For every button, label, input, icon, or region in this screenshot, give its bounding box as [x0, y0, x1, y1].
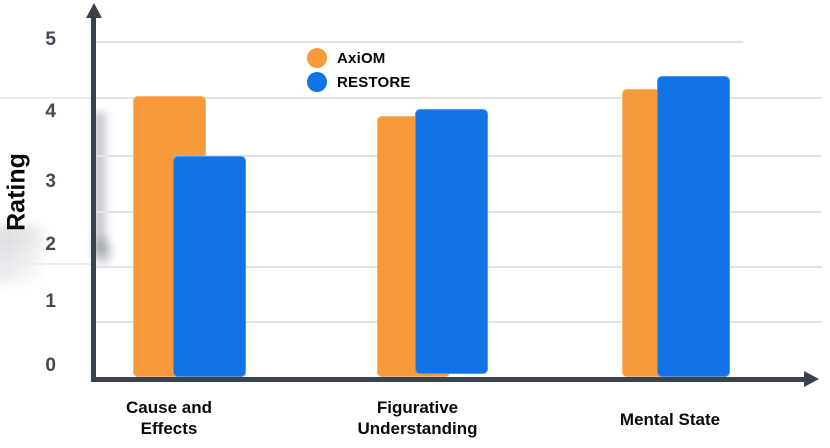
gridline-left-segment-0: [0, 97, 91, 99]
legend-item-restore: RESTORE: [307, 70, 411, 94]
legend-item-axiom: AxiOM: [307, 46, 411, 70]
y-tick-label-4: 4: [45, 101, 56, 122]
gridline-left-segment-1: [0, 263, 91, 265]
legend-label: RESTORE: [337, 73, 411, 91]
gridline-1: [96, 97, 822, 99]
y-axis-line: [91, 14, 96, 382]
legend-swatch-icon: [307, 48, 327, 68]
gridline-0: [96, 41, 743, 43]
y-tick-label-2: 2: [45, 234, 56, 255]
legend-label: AxiOM: [337, 49, 386, 67]
category-label-mental-state: Mental State: [619, 410, 721, 429]
category-label-figurative-understanding: Figurative Understanding: [357, 398, 478, 438]
legend-swatch-icon: [307, 72, 327, 92]
axis-shadow-artifact: [95, 112, 110, 252]
bar-restore-mental-state: [657, 76, 730, 377]
axis-shadow-blob-artifact: [94, 238, 110, 264]
y-tick-label-3: 3: [45, 171, 56, 192]
legend: AxiOM RESTORE: [307, 46, 411, 94]
bar-restore-figurative-understanding: [415, 109, 488, 374]
category-label-cause-and-effects: Cause and Effects: [126, 398, 212, 438]
y-tick-label-5: 5: [45, 29, 56, 50]
y-tick-label-0: 0: [45, 355, 56, 376]
x-axis-line: [91, 377, 805, 382]
y-tick-label-1: 1: [45, 291, 56, 312]
y-axis-arrow-icon: [86, 3, 102, 18]
bar-restore-cause-and-effects: [173, 156, 246, 377]
x-axis-arrow-icon: [804, 371, 819, 387]
